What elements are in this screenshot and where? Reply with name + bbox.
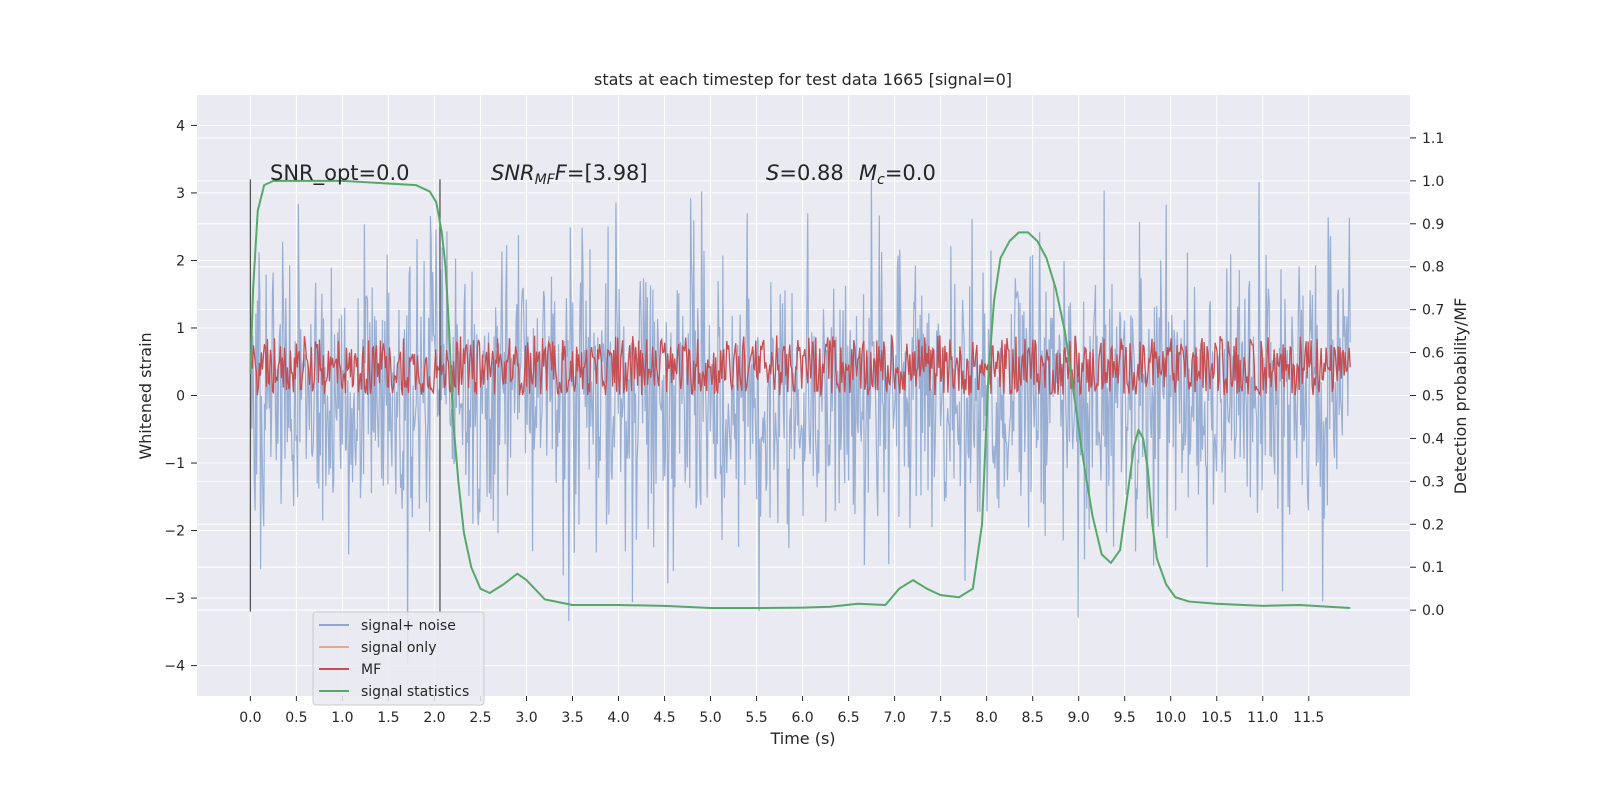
y-left-tick-label-7: 3 [176, 186, 185, 202]
x-tick-label-19: 9.5 [1114, 710, 1136, 726]
annotation-snr-mf-sub: MF [535, 172, 556, 188]
y-right-tick-label-9: 0.9 [1422, 217, 1444, 233]
y-right-tick-label-8: 0.8 [1422, 260, 1444, 276]
annotation-s: S=0.88 [766, 161, 844, 185]
x-tick-label-22: 11.0 [1247, 710, 1278, 726]
series-signal-noise [249, 179, 1351, 664]
y-right-tick-label-7: 0.7 [1422, 303, 1444, 319]
x-axis-ticks: 0.0 0.5 1.0 1.5 2.0 2.5 3.0 3.5 4.0 4.5 5.0 5.5 6.0 6… [239, 696, 1324, 726]
y-axis-left-ticks: −4 −3 −2 −1 0 1 2 3 4 [164, 118, 197, 675]
x-tick-label-5: 2.5 [469, 710, 491, 726]
annotation-mc-sub: c [877, 172, 885, 188]
y-left-tick-label-4: 0 [176, 389, 185, 405]
x-tick-label-20: 10.0 [1155, 710, 1186, 726]
x-tick-label-6: 3.0 [515, 710, 537, 726]
y-left-tick-label-8: 4 [176, 118, 185, 134]
y-axis-right-title: Detection probability/MF [1451, 298, 1470, 495]
annotation-mc-symbol: M [859, 161, 877, 185]
annotation-s-value: =0.88 [779, 161, 843, 185]
x-tick-label-23: 11.5 [1293, 710, 1324, 726]
annotation-snr-mf-base: SNR [491, 161, 535, 185]
y-left-tick-label-1: −3 [164, 591, 185, 607]
x-tick-label-7: 3.5 [561, 710, 583, 726]
legend-label-signal-statistics: signal statistics [361, 684, 469, 700]
x-tick-label-0: 0.0 [239, 710, 261, 726]
x-tick-label-18: 9.0 [1068, 710, 1090, 726]
legend-label-mf: MF [361, 662, 381, 678]
vertical-markers [249, 179, 441, 612]
annotation-s-symbol: S [766, 161, 779, 185]
annotation-mc-value: =0.0 [885, 161, 936, 185]
legend-label-signal-only: signal only [361, 640, 436, 656]
legend-label-signal-noise: signal+ noise [361, 618, 456, 634]
x-tick-label-16: 8.0 [976, 710, 998, 726]
x-tick-label-11: 5.5 [745, 710, 767, 726]
x-tick-label-3: 1.5 [377, 710, 399, 726]
signal-statistics-line [249, 179, 1351, 609]
y-right-tick-label-5: 0.5 [1422, 389, 1444, 405]
x-tick-label-2: 1.0 [331, 710, 353, 726]
annotation-mc: Mc=0.0 [859, 161, 936, 188]
y-right-tick-label-6: 0.6 [1422, 346, 1444, 362]
y-left-tick-label-0: −4 [164, 659, 185, 675]
x-tick-label-14: 7.0 [883, 710, 905, 726]
y-axis-left-title: Whitened strain [136, 332, 155, 459]
legend-box [312, 611, 485, 706]
signal-noise-line [249, 179, 1351, 664]
y-left-tick-label-5: 1 [176, 321, 185, 337]
y-axis-right-ticks: 0.0 0.1 0.2 0.3 0.4 0.5 0.6 0.7 0.8 0.9 1.0 1.1 [1410, 131, 1444, 619]
chart-title: stats at each timestep for test data 166… [594, 70, 1012, 89]
y-right-tick-label-1: 0.1 [1422, 560, 1444, 576]
x-tick-label-1: 0.5 [285, 710, 307, 726]
y-right-tick-label-10: 1.0 [1422, 174, 1444, 190]
legend: signal+ noise signal only MF signal stat… [312, 611, 485, 706]
x-tick-label-15: 7.5 [929, 710, 951, 726]
x-tick-label-12: 6.0 [791, 710, 813, 726]
x-tick-label-9: 4.5 [653, 710, 675, 726]
y-right-tick-label-3: 0.3 [1422, 474, 1444, 490]
x-axis-title: Time (s) [769, 729, 835, 748]
annotation-snr-mf-value: =[3.98] [567, 161, 648, 185]
series-signal-statistics [249, 179, 1351, 609]
y-right-tick-label-11: 1.1 [1422, 131, 1444, 147]
x-tick-label-21: 10.5 [1201, 710, 1232, 726]
y-left-tick-label-6: 2 [176, 253, 185, 269]
x-tick-label-4: 2.0 [423, 710, 445, 726]
x-tick-label-13: 6.5 [837, 710, 859, 726]
y-left-tick-label-2: −2 [164, 524, 185, 540]
x-tick-label-17: 8.5 [1022, 710, 1044, 726]
annotation-snr-mf: SNRMFF=[3.98] [491, 161, 648, 188]
y-right-tick-label-2: 0.2 [1422, 517, 1444, 533]
x-tick-label-8: 4.0 [607, 710, 629, 726]
y-right-tick-label-0: 0.0 [1422, 603, 1444, 619]
mf-line [249, 335, 1351, 397]
annotation-snr-opt: SNR_opt=0.0 [270, 161, 410, 186]
y-left-tick-label-3: −1 [164, 456, 185, 472]
series-mf [249, 335, 1351, 397]
y-right-tick-label-4: 0.4 [1422, 431, 1444, 447]
x-tick-label-10: 5.0 [699, 710, 721, 726]
annotation-snr-mf-f: F [555, 161, 568, 185]
